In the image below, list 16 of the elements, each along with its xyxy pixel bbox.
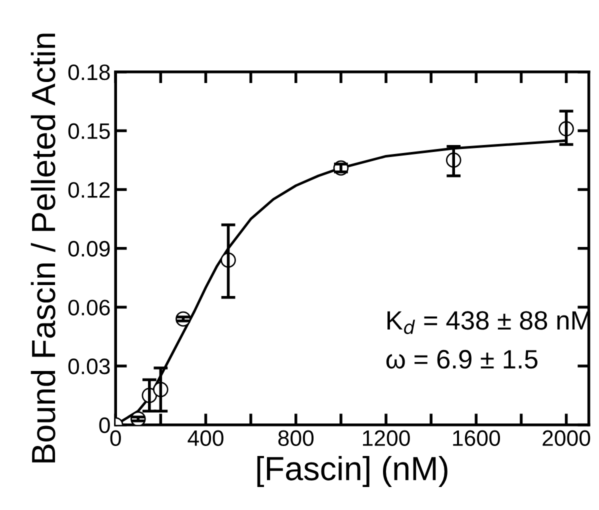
y-tick-label: 0.12 bbox=[68, 182, 110, 198]
annotation: ω = 6.9 ± 1.5 bbox=[386, 350, 538, 369]
x-tick-label: 2000 bbox=[542, 430, 590, 446]
y-tick-label: 0.15 bbox=[68, 123, 110, 139]
y-tick-label: 0.18 bbox=[68, 64, 110, 80]
x-axis-title: [Fascin] (nM) bbox=[257, 456, 448, 488]
y-tick-label: 0.09 bbox=[68, 240, 110, 257]
x-tick-label: 1600 bbox=[453, 430, 500, 446]
x-tick-label: 400 bbox=[188, 430, 224, 446]
y-tick-label: 0 bbox=[99, 417, 110, 434]
y-tick-label: 0.06 bbox=[68, 300, 110, 316]
x-tick-label: 800 bbox=[278, 430, 314, 446]
x-tick-label: 0 bbox=[110, 430, 121, 446]
x-tick-label: 1200 bbox=[362, 430, 410, 446]
y-axis-title: Bound Fascin / Pelleted Actin bbox=[30, 34, 56, 462]
y-tick-label: 0.03 bbox=[68, 358, 110, 374]
